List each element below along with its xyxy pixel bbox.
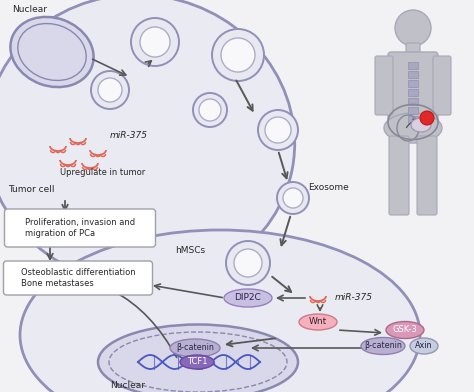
FancyBboxPatch shape bbox=[375, 56, 393, 115]
Ellipse shape bbox=[224, 289, 272, 307]
FancyBboxPatch shape bbox=[388, 52, 438, 123]
Circle shape bbox=[140, 27, 170, 57]
Text: Proliferation, invasion and
migration of PCa: Proliferation, invasion and migration of… bbox=[25, 218, 135, 238]
Bar bbox=[408, 80, 418, 87]
Bar bbox=[408, 89, 418, 96]
Circle shape bbox=[91, 71, 129, 109]
Circle shape bbox=[221, 38, 255, 72]
Text: hMSCs: hMSCs bbox=[175, 246, 205, 255]
Text: Exosome: Exosome bbox=[308, 183, 349, 192]
Bar bbox=[408, 116, 418, 123]
FancyBboxPatch shape bbox=[3, 261, 153, 295]
Ellipse shape bbox=[10, 17, 93, 87]
Text: Upregulate in tumor: Upregulate in tumor bbox=[60, 168, 145, 177]
Ellipse shape bbox=[180, 355, 214, 369]
Text: Tumor cell: Tumor cell bbox=[8, 185, 55, 194]
Circle shape bbox=[212, 29, 264, 81]
Text: TCF1: TCF1 bbox=[187, 358, 207, 367]
FancyBboxPatch shape bbox=[4, 209, 155, 247]
Bar bbox=[408, 62, 418, 69]
Ellipse shape bbox=[361, 338, 405, 354]
Ellipse shape bbox=[384, 113, 442, 143]
Circle shape bbox=[395, 10, 431, 46]
Ellipse shape bbox=[386, 321, 424, 339]
Text: DIP2C: DIP2C bbox=[235, 294, 261, 303]
FancyBboxPatch shape bbox=[433, 56, 451, 115]
Ellipse shape bbox=[20, 230, 420, 392]
Circle shape bbox=[283, 188, 303, 208]
Circle shape bbox=[420, 111, 434, 125]
FancyBboxPatch shape bbox=[389, 136, 409, 215]
Bar bbox=[408, 98, 418, 105]
Bar bbox=[408, 71, 418, 78]
Ellipse shape bbox=[170, 339, 220, 357]
FancyBboxPatch shape bbox=[417, 136, 437, 215]
Text: GSK-3: GSK-3 bbox=[392, 325, 418, 334]
Ellipse shape bbox=[411, 118, 431, 132]
Circle shape bbox=[98, 78, 122, 102]
FancyBboxPatch shape bbox=[406, 43, 420, 57]
Circle shape bbox=[265, 117, 291, 143]
Circle shape bbox=[258, 110, 298, 150]
Text: miR-375: miR-375 bbox=[110, 131, 148, 140]
Text: Wnt: Wnt bbox=[309, 318, 327, 327]
Ellipse shape bbox=[410, 338, 438, 354]
Circle shape bbox=[277, 182, 309, 214]
Text: Axin: Axin bbox=[415, 341, 433, 350]
Text: miR-375: miR-375 bbox=[335, 294, 373, 303]
Text: β-catenin: β-catenin bbox=[364, 341, 402, 350]
Ellipse shape bbox=[0, 0, 295, 285]
Bar bbox=[408, 107, 418, 114]
Text: Nuclear: Nuclear bbox=[12, 5, 47, 14]
Circle shape bbox=[234, 249, 262, 277]
Circle shape bbox=[131, 18, 179, 66]
Circle shape bbox=[193, 93, 227, 127]
Ellipse shape bbox=[98, 325, 298, 392]
Circle shape bbox=[226, 241, 270, 285]
Text: β-catenin: β-catenin bbox=[176, 343, 214, 352]
Text: Nuclear: Nuclear bbox=[110, 381, 145, 390]
Ellipse shape bbox=[299, 314, 337, 330]
Text: Osteoblastic differentiation
Bone metastases: Osteoblastic differentiation Bone metast… bbox=[21, 268, 135, 288]
Circle shape bbox=[199, 99, 221, 121]
